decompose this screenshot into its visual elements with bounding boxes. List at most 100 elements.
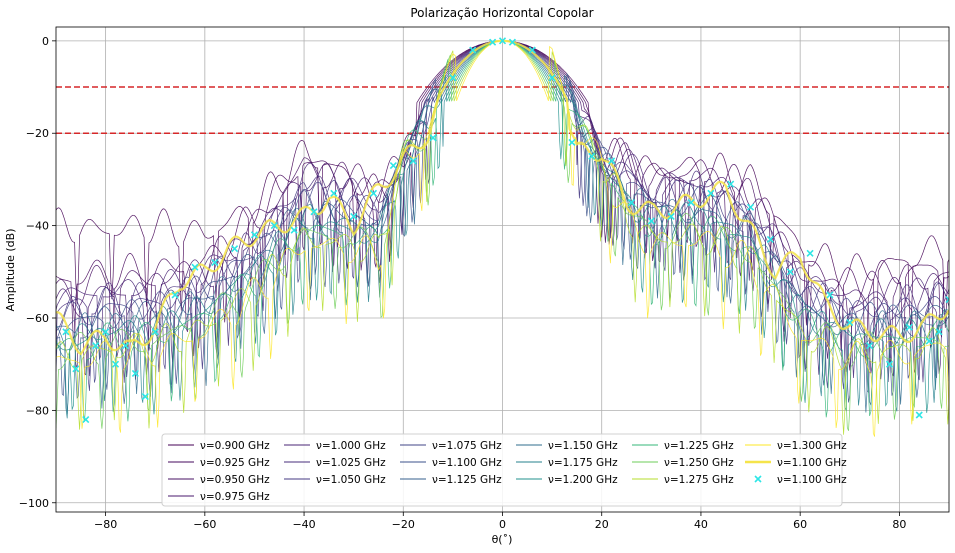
legend-entry-12: ν=1.200 GHz [516, 474, 618, 486]
marker-point-19 [350, 212, 358, 220]
marker-point-7 [131, 369, 139, 377]
x-tick-label-0: −80 [94, 518, 117, 531]
legend-entry-11: ν=1.175 GHz [516, 457, 618, 469]
legend-label-17: ν=1.100 GHz [777, 457, 847, 469]
x-axis-ticks: −80 −60 −40 −20 0 20 40 60 80 [94, 512, 906, 531]
marker-point-31 [568, 138, 576, 147]
x-tick-label-7: 60 [793, 518, 807, 531]
marker-point-37 [687, 198, 695, 207]
marker-point-25 [469, 46, 477, 54]
legend-entry-9: ν=1.125 GHz [400, 474, 502, 486]
x-tick-label-2: −40 [292, 518, 315, 531]
marker-point-47 [885, 360, 894, 368]
legend: ν=0.900 GHz ν=0.925 GHz ν=0.950 GHz ν=0.975… [161, 433, 847, 507]
marker-point-16 [290, 226, 298, 234]
marker-point-29 [528, 46, 536, 54]
legend-label-18: ν=1.100 GHz [777, 474, 847, 486]
legend-swatch-18 [754, 475, 762, 483]
x-tick-label-5: 20 [595, 518, 609, 531]
legend-label-4: ν=1.000 GHz [316, 440, 386, 452]
legend-entry-0: ν=0.900 GHz [168, 440, 270, 452]
legend-entry-14: ν=1.250 GHz [632, 457, 734, 469]
marker-point-11 [191, 263, 199, 271]
marker-point-32 [588, 152, 596, 160]
legend-entry-1: ν=0.925 GHz [168, 457, 270, 469]
x-tick-label-8: 80 [892, 518, 906, 531]
x-axis-title: θ(˚) [492, 533, 513, 546]
legend-entry-13: ν=1.225 GHz [632, 440, 734, 452]
legend-entry-18: ν=1.100 GHz [754, 474, 847, 486]
legend-label-15: ν=1.275 GHz [664, 474, 734, 486]
marker-point-17 [310, 208, 318, 216]
marker-point-30 [548, 74, 556, 82]
marker-point-40 [746, 203, 755, 211]
marker-point-41 [766, 235, 774, 244]
marker-point-18 [330, 189, 338, 197]
marker-point-42 [786, 268, 794, 276]
marker-point-36 [667, 212, 675, 220]
marker-point-14 [250, 231, 259, 239]
marker-point-39 [727, 180, 735, 188]
reference-lines [56, 86, 949, 134]
legend-label-11: ν=1.175 GHz [548, 457, 618, 469]
y-tick-label-3: −60 [26, 312, 49, 325]
chart-title: Polarização Horizontal Copolar [410, 6, 593, 20]
marker-point-5 [111, 360, 120, 368]
legend-label-10: ν=1.150 GHz [548, 440, 618, 452]
y-tick-label-1: −20 [26, 127, 49, 140]
marker-point-34 [627, 198, 636, 207]
marker-point-46 [866, 342, 874, 350]
marker-point-26 [489, 38, 497, 46]
y-axis-title: Amplitude (dB) [4, 229, 17, 312]
marker-point-23 [429, 134, 437, 142]
marker-point-9 [151, 328, 159, 336]
marker-point-49 [915, 411, 923, 419]
marker-point-45 [846, 319, 854, 327]
marker-point-22 [409, 157, 417, 165]
legend-entry-6: ν=1.050 GHz [284, 474, 386, 486]
legend-box [161, 433, 843, 507]
marker-point-15 [270, 222, 278, 230]
marker-point-28 [508, 38, 516, 46]
marker-point-12 [211, 259, 219, 267]
marker-point-24 [449, 74, 457, 82]
marker-point-0 [62, 328, 70, 336]
legend-label-2: ν=0.950 GHz [200, 474, 270, 486]
x-tick-label-3: −20 [392, 518, 415, 531]
series-layer [56, 37, 949, 437]
marker-point-35 [647, 217, 655, 225]
legend-entry-10: ν=1.150 GHz [516, 440, 618, 452]
x-tick-label-4: 0 [499, 518, 506, 531]
marker-point-10 [171, 291, 179, 299]
legend-label-8: ν=1.100 GHz [432, 457, 502, 469]
legend-label-5: ν=1.025 GHz [316, 457, 386, 469]
marker-point-27 [498, 37, 507, 45]
x-tick-label-6: 40 [694, 518, 708, 531]
legend-label-1: ν=0.925 GHz [200, 457, 270, 469]
marker-point-38 [707, 189, 715, 197]
marker-point-8 [141, 392, 149, 401]
y-axis-ticks: 0 −20 −40 −60 −80 −100 [19, 35, 56, 510]
marker-point-13 [231, 245, 239, 253]
legend-label-14: ν=1.250 GHz [664, 457, 734, 469]
marker-point-52 [945, 295, 949, 304]
legend-label-13: ν=1.225 GHz [664, 440, 734, 452]
marker-point-2 [82, 416, 90, 424]
legend-entry-5: ν=1.025 GHz [284, 457, 386, 469]
legend-entry-3: ν=0.975 GHz [168, 491, 270, 503]
marker-point-6 [121, 342, 130, 350]
y-tick-label-2: −40 [26, 220, 49, 233]
legend-entry-2: ν=0.950 GHz [168, 474, 270, 486]
marker-point-44 [826, 291, 834, 299]
legend-entry-16: ν=1.300 GHz [745, 440, 847, 452]
legend-entry-15: ν=1.275 GHz [632, 474, 734, 486]
legend-entry-8: ν=1.100 GHz [400, 457, 502, 469]
marker-point-1 [72, 365, 80, 373]
marker-point-4 [102, 328, 110, 336]
legend-entry-4: ν=1.000 GHz [284, 440, 386, 452]
legend-label-0: ν=0.900 GHz [200, 440, 270, 452]
marker-point-21 [389, 162, 397, 170]
legend-label-12: ν=1.200 GHz [548, 474, 618, 486]
legend-entry-7: ν=1.075 GHz [400, 440, 502, 452]
